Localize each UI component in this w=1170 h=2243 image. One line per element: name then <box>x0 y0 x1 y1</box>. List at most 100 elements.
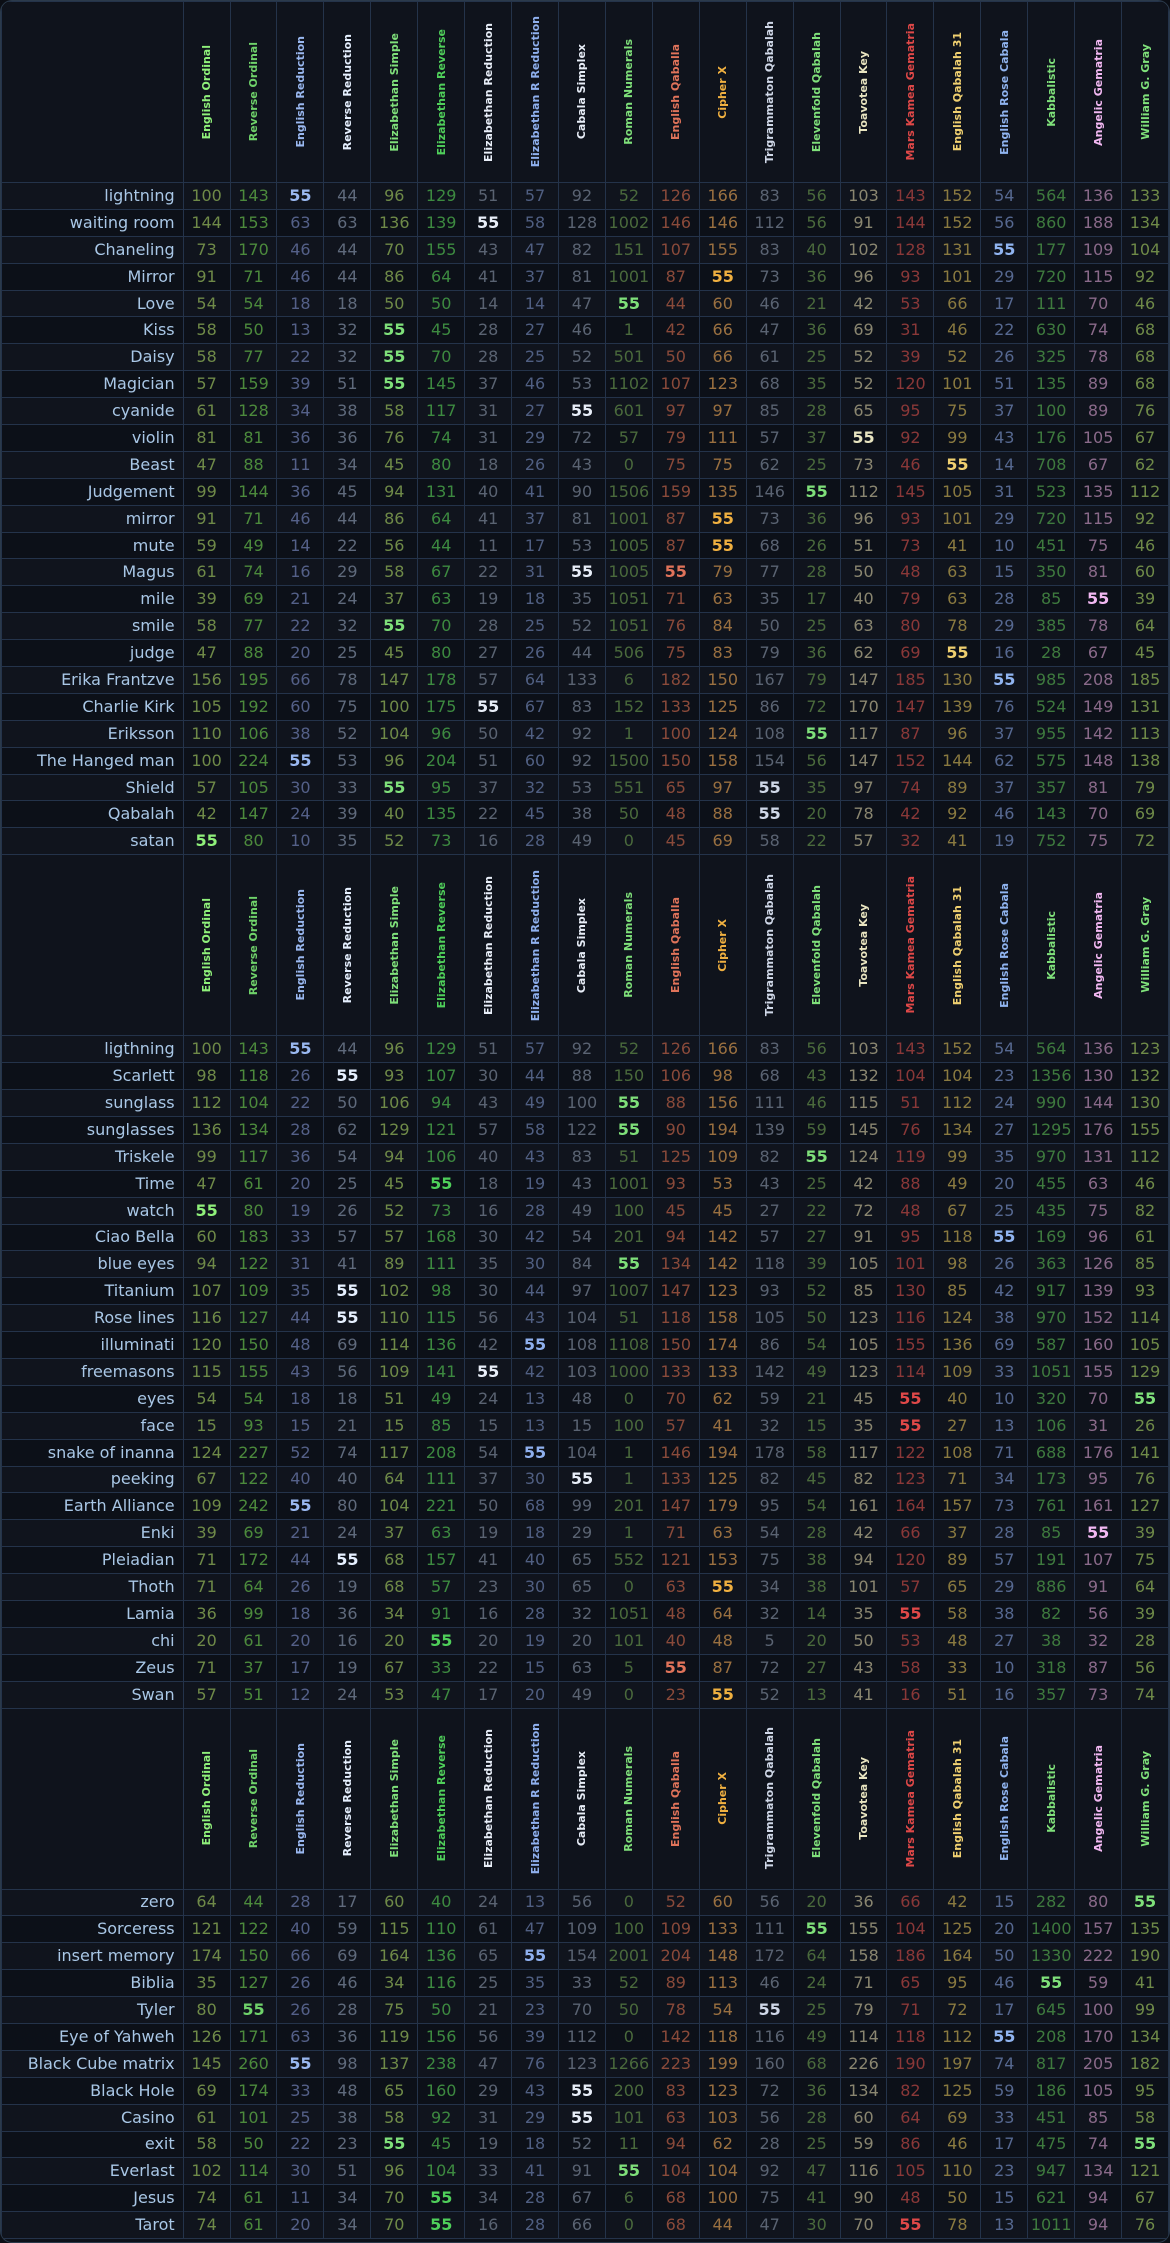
table-cell: 107 <box>651 235 700 264</box>
table-cell: 178 <box>417 666 466 694</box>
table-cell: 31 <box>980 477 1029 506</box>
table-cell: 69 <box>839 316 888 345</box>
table-cell: 52 <box>651 1888 700 1917</box>
column-header-label: Roman Numerals <box>622 1745 636 1852</box>
table-cell: 105 <box>1121 1331 1169 1359</box>
table-cell: 552 <box>604 1546 653 1575</box>
table-cell: 18 <box>464 1169 513 1198</box>
table-cell: 40 <box>276 1915 325 1944</box>
table-cell: 54 <box>980 182 1029 210</box>
row-label: violin <box>1 424 184 452</box>
table-cell: 133 <box>1121 182 1169 210</box>
table-cell: 61 <box>229 1169 278 1198</box>
table-cell: 36 <box>323 1599 372 1628</box>
table-cell: 18 <box>276 1599 325 1628</box>
table-cell: 65 <box>933 1573 982 1601</box>
table-cell: 155 <box>417 235 466 264</box>
table-cell: 83 <box>745 1035 794 1064</box>
table-cell: 139 <box>745 1115 794 1144</box>
table-cell: 73 <box>417 1196 466 1225</box>
table-cell: 10 <box>980 1653 1029 1682</box>
table-cell: 85 <box>417 1411 466 1440</box>
table-cell: 47 <box>511 1915 559 1944</box>
table-cell: 112 <box>1121 1142 1169 1171</box>
table-cell: 37 <box>980 397 1029 426</box>
table-cell: 132 <box>839 1062 888 1091</box>
table-cell: 115 <box>182 1357 231 1386</box>
row-label: Eye of Yahweh <box>1 2022 184 2051</box>
table-cell: 36 <box>323 2022 372 2051</box>
table-cell: 73 <box>745 262 794 291</box>
table-cell: 101 <box>886 1250 935 1279</box>
table-cell: 221 <box>417 1492 466 1521</box>
table-row: Chaneling 73 170 46 44 70 155 43 47 82 151 107 155 83… <box>1 235 1169 264</box>
column-header: English Qaballa <box>651 1 700 183</box>
table-cell: 57 <box>417 1573 466 1601</box>
table-cell: 0 <box>604 1384 653 1413</box>
table-cell: 157 <box>933 1492 982 1521</box>
table-cell: 112 <box>745 208 794 237</box>
table-cell: 22 <box>792 827 841 856</box>
table-cell: 28 <box>792 558 841 587</box>
table-row: ligthning 100 143 55 44 96 129 51 57 92 52 126 166 83… <box>1 1035 1169 1064</box>
table-cell: 34 <box>276 397 325 426</box>
table-cell: 93 <box>229 1411 278 1440</box>
table-cell: 16 <box>886 1680 935 1709</box>
column-header-label: Elizabethan Reduction <box>481 875 495 1015</box>
table-cell: 52 <box>839 343 888 372</box>
table-cell: 18 <box>511 2130 559 2159</box>
table-cell: 190 <box>886 2049 935 2078</box>
table-cell: 1007 <box>604 1277 653 1306</box>
table-cell: 156 <box>182 666 231 694</box>
table-cell: 66 <box>276 1942 325 1971</box>
table-cell: 20 <box>276 2211 325 2240</box>
table-cell: 93 <box>370 1062 419 1091</box>
table-cell: 48 <box>651 800 700 829</box>
table-cell: 34 <box>323 2211 372 2240</box>
table-cell: 35 <box>980 1142 1029 1171</box>
table-cell: 104 <box>1121 235 1169 264</box>
table-cell: 178 <box>745 1438 794 1467</box>
table-row: Black Cube matrix 145 260 55 98 137 238 47 76 123… <box>1 2049 1169 2078</box>
table-cell: 35 <box>792 370 841 399</box>
table-cell: 137 <box>370 2049 419 2078</box>
table-cell: 50 <box>745 612 794 641</box>
table-cell: 42 <box>511 719 559 748</box>
table-cell: 147 <box>651 1277 700 1306</box>
table-cell: 28 <box>511 2184 559 2213</box>
table-cell: 55 <box>1121 1384 1169 1413</box>
table-cell: 50 <box>323 1089 372 1117</box>
table-cell: 138 <box>1121 746 1169 775</box>
table-cell: 18 <box>323 289 372 318</box>
table-cell: 58 <box>933 1599 982 1628</box>
column-header-label: English Qaballa <box>669 897 683 994</box>
table-cell: 31 <box>464 397 513 426</box>
table-cell: 56 <box>745 2103 794 2132</box>
table-cell: 105 <box>745 1304 794 1333</box>
table-cell: 1002 <box>604 208 653 237</box>
table-cell: 55 <box>464 692 513 721</box>
table-cell: 86 <box>886 2130 935 2159</box>
table-cell: 601 <box>604 397 653 426</box>
table-cell: 1 <box>604 1519 653 1548</box>
table-cell: 176 <box>1027 424 1076 452</box>
table-cell: 44 <box>323 235 372 264</box>
table-cell: 122 <box>886 1438 935 1467</box>
table-cell: 24 <box>323 1519 372 1548</box>
table-cell: 27 <box>980 1626 1029 1655</box>
column-header-label: English Ordinal <box>200 1751 214 1846</box>
column-header: Trigrammaton Qabalah <box>745 1 794 183</box>
column-header-label: English Reduction <box>293 36 307 148</box>
table-cell: 48 <box>886 1196 935 1225</box>
table-cell: 51 <box>886 1089 935 1117</box>
column-header-label: English Reduction <box>293 889 307 1002</box>
table-cell: 108 <box>745 719 794 748</box>
table-cell: 53 <box>370 1680 419 1709</box>
table-cell: 42 <box>651 316 700 345</box>
table-cell: 56 <box>792 208 841 237</box>
table-cell: 37 <box>464 1465 513 1494</box>
table-cell: 111 <box>417 1250 466 1279</box>
table-cell: 75 <box>1121 1546 1169 1575</box>
table-cell: 205 <box>1074 2049 1123 2078</box>
column-header-label: William G. Gray <box>1138 1750 1152 1847</box>
